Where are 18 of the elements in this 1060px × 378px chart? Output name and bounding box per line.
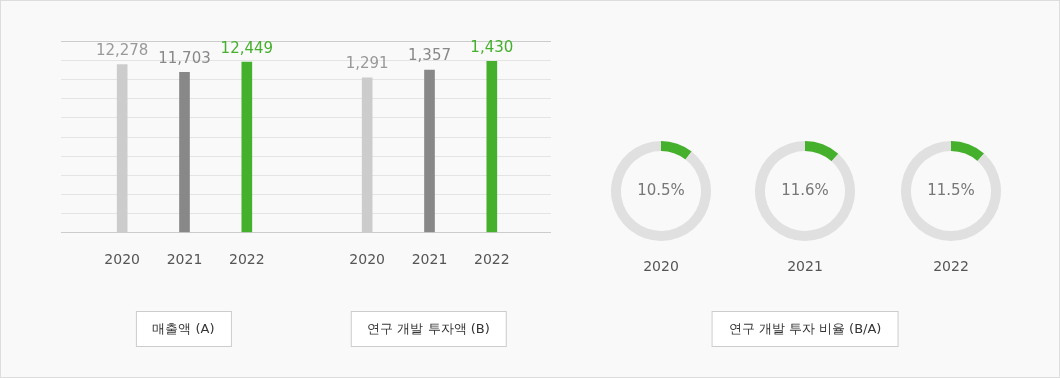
data-label: 1,291 — [345, 54, 389, 73]
x-tick-label: 2022 — [229, 251, 265, 268]
x-axis-title: 연구 개발 투자액 (B) — [350, 311, 507, 347]
x-tick-label: 2022 — [474, 251, 510, 268]
data-label: 12,449 — [220, 38, 274, 57]
data-label: 1,430 — [470, 37, 514, 56]
data-label: 1,357 — [408, 46, 451, 65]
text: 연구 개발 투자 비율 (B/A) — [711, 311, 899, 347]
x-tick-label: 2021 — [411, 251, 448, 268]
x-tick-label: 2020 — [349, 251, 385, 268]
x-tick-label: 2021 — [166, 251, 203, 268]
data-label: 11.6% — [781, 180, 829, 199]
data-label: 11,703 — [158, 48, 211, 67]
data-label: 11.5% — [927, 180, 975, 199]
x-axis-title: 매출액 (A) — [135, 311, 232, 347]
x-tick-label: 2020 — [104, 251, 140, 268]
data-label: 12,278 — [95, 40, 149, 59]
data-label: 10.5% — [637, 180, 685, 199]
